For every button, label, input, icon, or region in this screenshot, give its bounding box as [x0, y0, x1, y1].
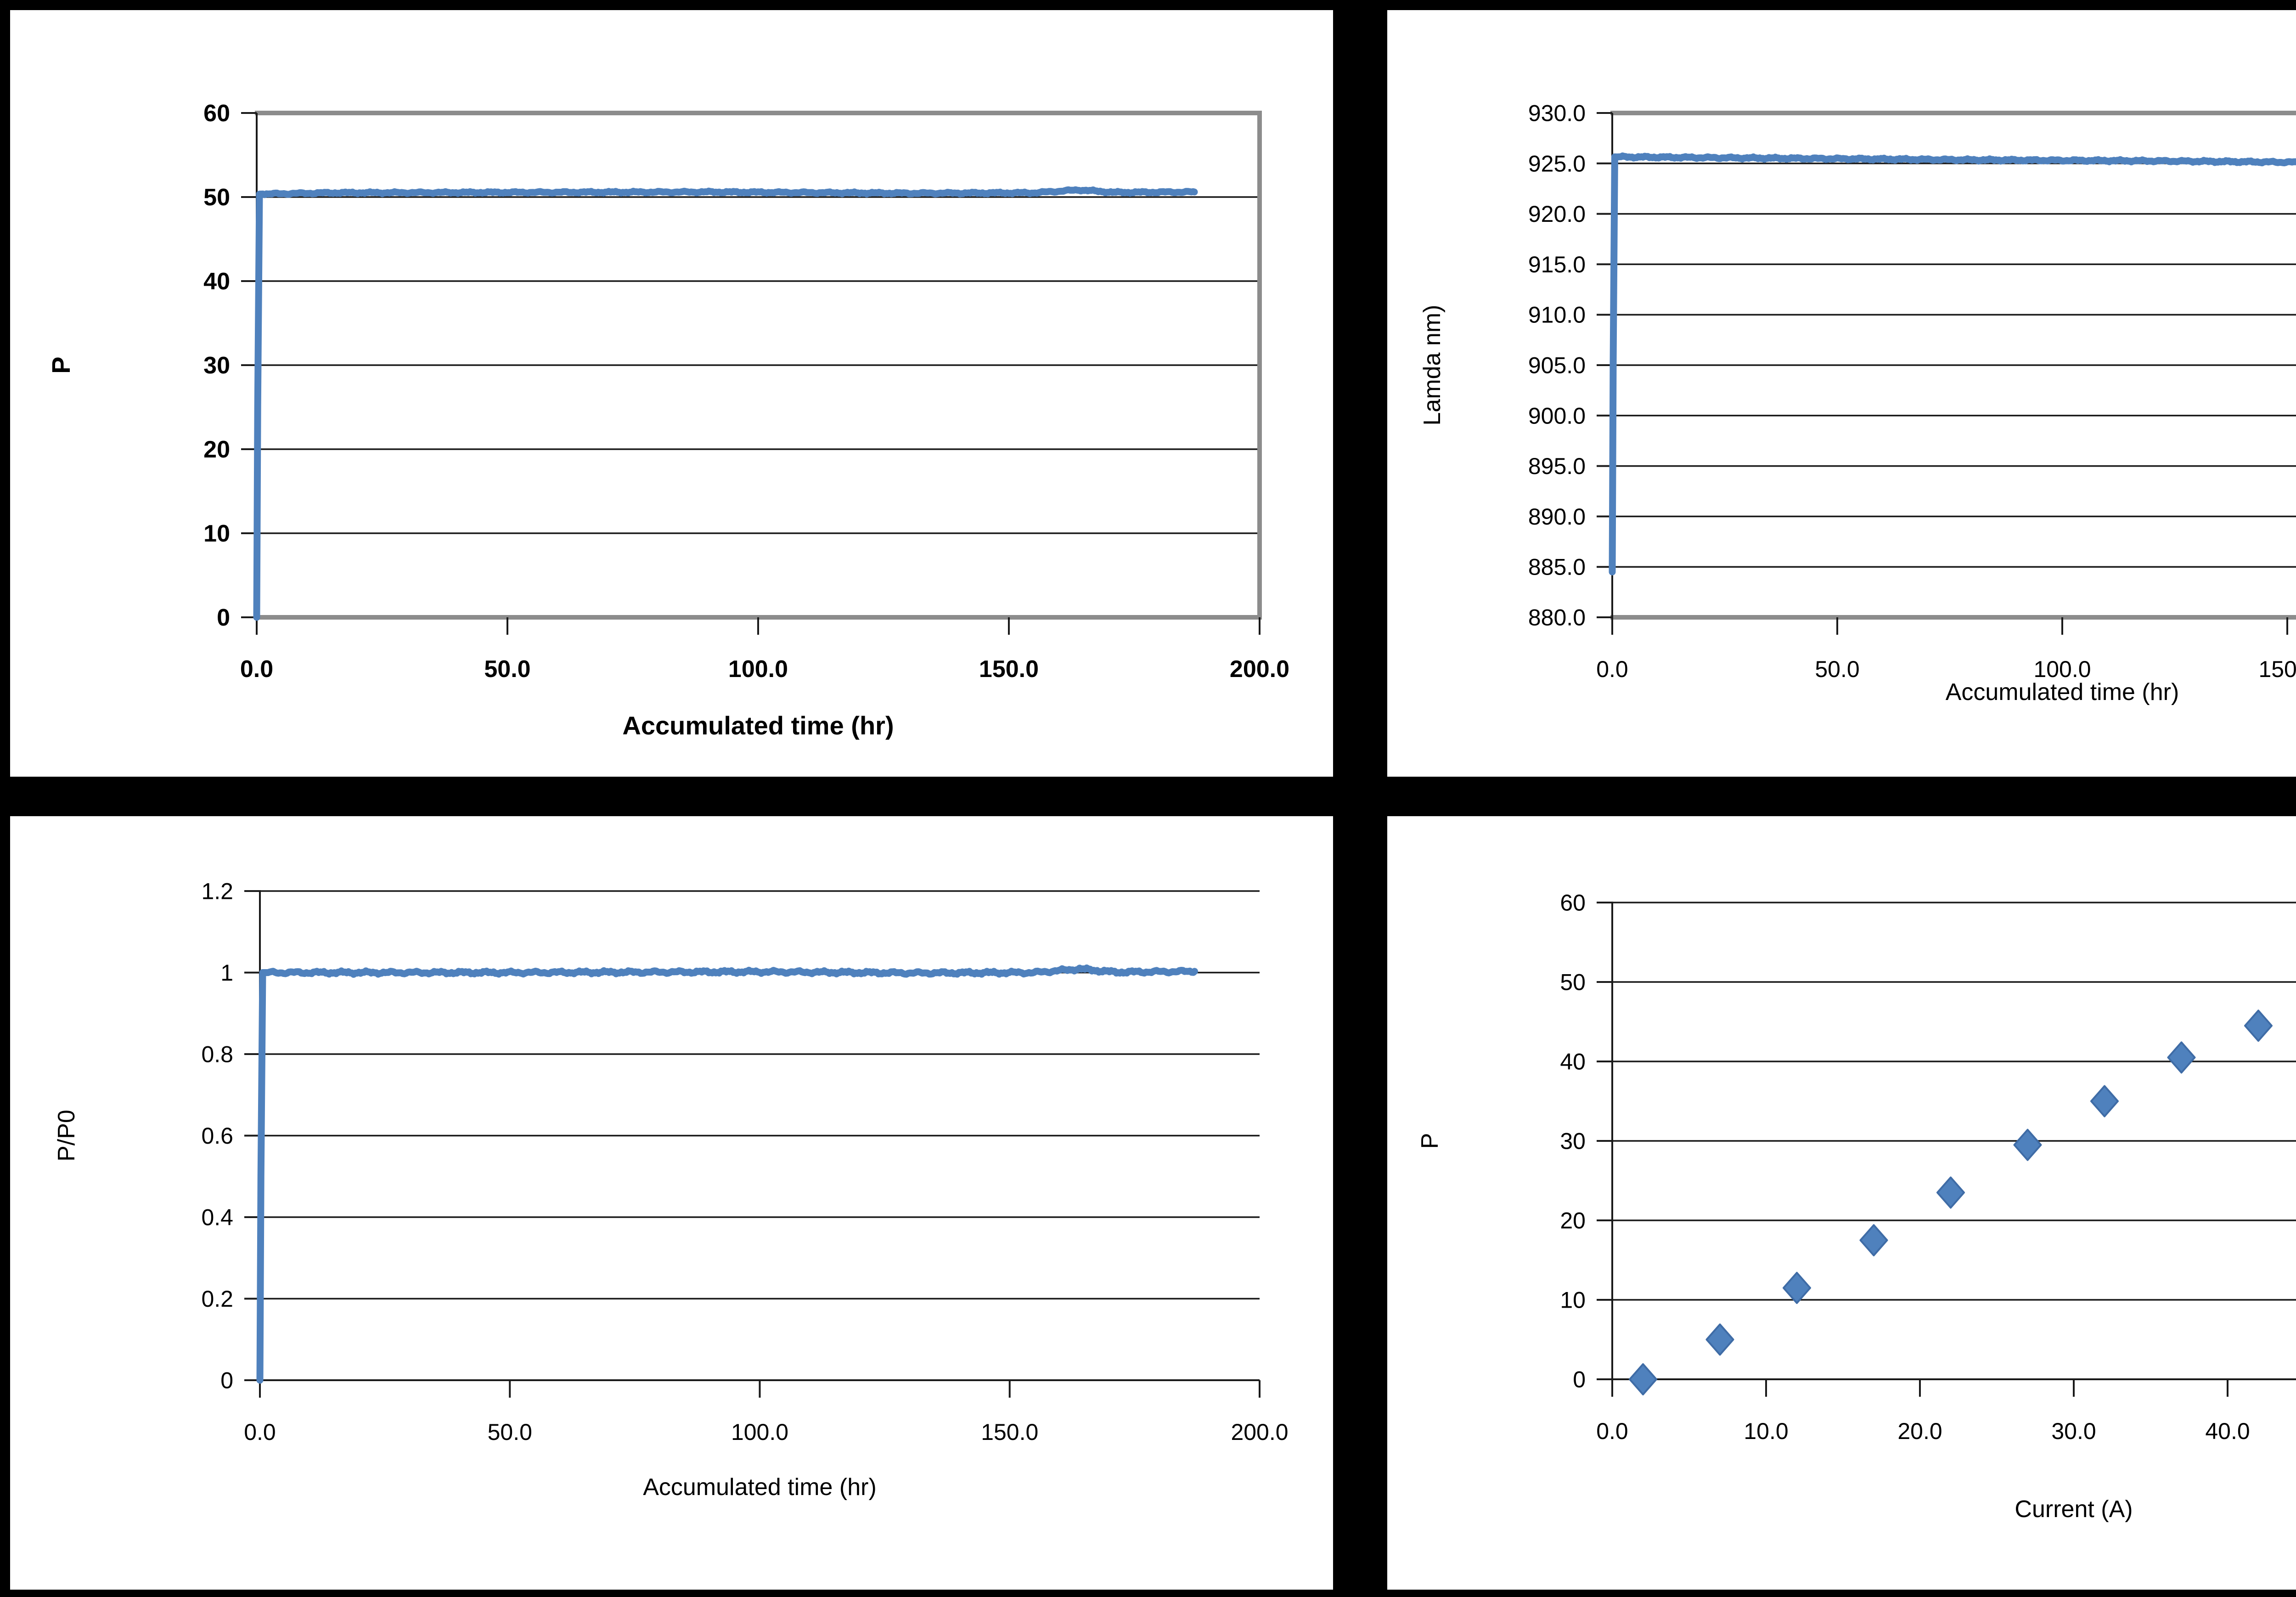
y-tick-label: 915.0	[1528, 252, 1586, 277]
x-tick-label: 0.0	[1596, 656, 1628, 682]
y-tick-label: 1	[220, 960, 233, 986]
y-tick-label: 900.0	[1528, 403, 1586, 429]
x-tick-label: 150.0	[2258, 656, 2296, 682]
data-series-path	[256, 964, 1198, 1384]
y-tick-label: 890.0	[1528, 504, 1586, 530]
x-tick-label: 200.0	[1231, 1419, 1288, 1445]
x-tick-label: 100.0	[731, 1419, 788, 1445]
y-tick-label: 0	[220, 1368, 233, 1394]
axis-labels: 0 0.2 0.4 0.6 0.8 1 1.2 0.0 50.0 100.0 150.0 200.0 A…	[53, 879, 1289, 1501]
y-tick-label: 40	[203, 268, 230, 295]
x-tick-label: 100.0	[728, 656, 788, 683]
chart-power-vs-current: 01020304050600.010.020.030.040.050.060.0…	[1417, 890, 2296, 1523]
gridlines	[260, 890, 1260, 1381]
gridlines	[1612, 112, 2296, 618]
y-tick-label: 60	[1560, 890, 1586, 916]
chart-power-vs-time: 0 10 20 30 40 50 60 0.0 50.0 100.0 150.0 200.0 Accum…	[46, 100, 1289, 740]
data-point-diamond	[1705, 1323, 1734, 1356]
series-line	[256, 964, 1198, 1384]
y-tick-label: 30	[1560, 1129, 1586, 1154]
x-axis-title: Accumulated time (hr)	[643, 1474, 877, 1501]
y-tick-label: 50	[1560, 970, 1586, 995]
y-tick-label: 10	[203, 520, 230, 547]
y-tick-label: 20	[203, 436, 230, 463]
x-tick-label: 40.0	[2205, 1418, 2250, 1444]
panel-lamda-vs-time: 880.0 885.0 890.0 895.0 900.0 905.0 910.0 915.0…	[1387, 10, 2296, 777]
data-point-diamond	[1783, 1272, 1811, 1304]
data-point-diamond	[2090, 1085, 2119, 1117]
data-series-path	[253, 186, 1198, 621]
y-tick-label: 0.8	[201, 1042, 233, 1067]
y-tick-label: 20	[1560, 1208, 1586, 1234]
data-point-diamond	[1859, 1224, 1888, 1257]
y-axis-title: P	[1417, 1133, 1443, 1149]
x-axis-title: Accumulated time (hr)	[1946, 679, 2179, 705]
panel-power-vs-time: 0 10 20 30 40 50 60 0.0 50.0 100.0 150.0 200.0 Accum…	[10, 10, 1333, 777]
x-tick-label: 200.0	[1230, 656, 1289, 683]
x-tick-label: 50.0	[484, 656, 530, 683]
x-tick-label: 0.0	[240, 656, 273, 683]
y-tick-label: 1.2	[201, 879, 233, 904]
x-tick-label: 50.0	[488, 1419, 532, 1445]
y-tick-label: 910.0	[1528, 302, 1586, 328]
y-axis-title: P	[46, 356, 75, 373]
x-tick-label: 100.0	[2033, 656, 2091, 682]
x-tick-label: 0.0	[244, 1419, 276, 1445]
y-tick-label: 10	[1560, 1287, 1586, 1313]
y-axis-title: P/P0	[53, 1110, 80, 1162]
x-tick-label: 30.0	[2051, 1418, 2096, 1444]
data-point-diamond	[1936, 1176, 1965, 1209]
x-axis-title: Accumulated time (hr)	[622, 711, 894, 740]
y-tick-label: 885.0	[1528, 554, 1586, 580]
x-tick-label: 150.0	[981, 1419, 1038, 1445]
x-tick-label: 0.0	[1596, 1418, 1628, 1444]
y-tick-label: 930.0	[1528, 101, 1586, 126]
axis-labels: 0 10 20 30 40 50 60 0.0 50.0 100.0 150.0 200.0 Accum…	[46, 100, 1289, 740]
tick-marks	[244, 890, 1261, 1398]
panel-power-vs-current: 01020304050600.010.020.030.040.050.060.0…	[1387, 816, 2296, 1590]
y-tick-label: 880.0	[1528, 605, 1586, 631]
y-tick-label: 0.6	[201, 1123, 233, 1149]
data-series-path	[1609, 152, 2296, 576]
y-tick-label: 905.0	[1528, 353, 1586, 378]
data-point-diamond	[1629, 1363, 1657, 1395]
y-axis-title: Lamda nm)	[1419, 305, 1446, 426]
y-tick-label: 60	[203, 100, 230, 127]
axis-labels: 01020304050600.010.020.030.040.050.060.0…	[1417, 890, 2250, 1523]
y-tick-label: 50	[203, 184, 230, 211]
y-tick-label: 0	[217, 604, 230, 631]
x-tick-label: 20.0	[1897, 1418, 1942, 1444]
axis-labels: 880.0 885.0 890.0 895.0 900.0 905.0 910.0 915.0…	[1419, 101, 2296, 706]
chart-power-ratio-vs-time: 0 0.2 0.4 0.6 0.8 1 1.2 0.0 50.0 100.0 150.0 200.0 A…	[53, 879, 1289, 1501]
series-line	[253, 186, 1198, 621]
data-point-diamond	[2244, 1010, 2273, 1042]
x-axis-title: Current (A)	[2015, 1496, 2133, 1523]
tick-marks	[1597, 112, 2288, 635]
y-tick-label: 0	[1573, 1367, 1586, 1393]
y-tick-label: 920.0	[1528, 201, 1586, 227]
y-tick-label: 895.0	[1528, 453, 1586, 479]
data-point-diamond	[2013, 1129, 2042, 1161]
x-tick-label: 10.0	[1744, 1418, 1788, 1444]
y-tick-label: 30	[203, 352, 230, 379]
gridlines	[1612, 902, 2296, 1380]
y-tick-label: 0.2	[201, 1286, 233, 1312]
chart-lamda-vs-time: 880.0 885.0 890.0 895.0 900.0 905.0 910.0 915.0…	[1419, 101, 2296, 706]
y-tick-label: 0.4	[201, 1205, 233, 1230]
y-tick-label: 925.0	[1528, 151, 1586, 176]
tick-marks	[1597, 902, 2228, 1397]
y-tick-label: 40	[1560, 1049, 1586, 1075]
x-tick-label: 50.0	[1815, 656, 1859, 682]
scatter-points	[1629, 1010, 2273, 1395]
x-tick-label: 150.0	[979, 656, 1039, 683]
panel-power-ratio-vs-time: 0 0.2 0.4 0.6 0.8 1 1.2 0.0 50.0 100.0 150.0 200.0 A…	[10, 816, 1333, 1590]
data-point-diamond	[2167, 1041, 2196, 1074]
series-line	[1609, 152, 2296, 576]
